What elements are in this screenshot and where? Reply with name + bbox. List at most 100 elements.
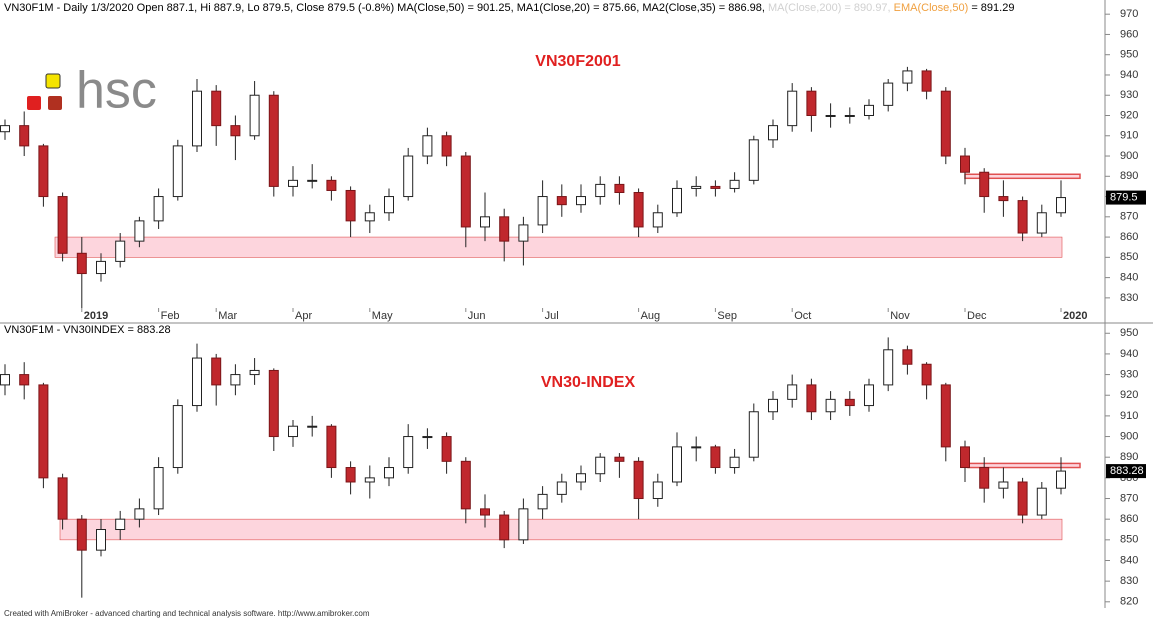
candle-body — [364, 477, 375, 483]
candle-body — [384, 467, 394, 479]
y-tick-label: 820 — [1120, 596, 1138, 608]
candle-body — [134, 220, 145, 242]
candle-body — [652, 481, 663, 500]
candle-body — [134, 508, 145, 520]
candle-body — [249, 94, 260, 137]
x-tick-label: Feb — [161, 310, 180, 322]
candle-body — [268, 94, 279, 187]
y-tick-label: 850 — [1120, 534, 1138, 546]
candle-body — [307, 179, 318, 182]
candle-body — [172, 405, 183, 469]
candle-body — [384, 196, 394, 214]
candle-body — [633, 192, 644, 228]
candle-body — [441, 135, 452, 157]
candle-body — [192, 90, 202, 147]
x-tick-label: May — [372, 310, 393, 322]
candle-body — [345, 467, 356, 483]
candle-body — [940, 90, 951, 157]
candle-body — [230, 374, 241, 386]
candle-body — [595, 183, 606, 198]
candle-body — [153, 196, 164, 222]
candle-body — [864, 384, 874, 407]
x-tick-label: Nov — [890, 310, 910, 322]
candle-body — [537, 196, 548, 226]
price-zone — [967, 462, 1081, 469]
candle-body — [787, 90, 798, 127]
candle-body — [249, 369, 260, 376]
candle-body — [787, 384, 798, 400]
candle-body — [288, 179, 298, 187]
candle-body — [576, 473, 586, 483]
candle-body — [998, 196, 1009, 202]
candle-body — [326, 179, 337, 191]
candle-body — [345, 189, 356, 222]
header: VN30F1M - Daily 1/3/2020 Open 887.1, Hi … — [4, 2, 1014, 14]
candle-body — [883, 349, 894, 386]
header-part: EMA(Close,50) — [894, 2, 972, 14]
candle-body — [19, 125, 30, 147]
candle-body — [691, 185, 702, 189]
candle-body — [268, 369, 279, 438]
candle-body — [172, 145, 183, 198]
y-tick-label: 960 — [1120, 28, 1138, 40]
x-tick-label: Jul — [545, 310, 559, 322]
candle-body — [0, 374, 10, 386]
candle-body — [96, 529, 106, 551]
candle-body — [979, 171, 990, 198]
header-part: = 891.29 — [971, 2, 1014, 14]
x-tick-label: 2019 — [84, 310, 108, 322]
header: VN30F1M - VN30INDEX = 883.28 — [4, 324, 171, 336]
y-tick-label: 860 — [1120, 513, 1138, 525]
candle-body — [518, 224, 529, 242]
candle-body — [979, 467, 990, 489]
candle-body — [902, 70, 913, 84]
candle-body — [38, 384, 49, 479]
x-tick-label: Oct — [794, 310, 811, 322]
y-tick-label: 910 — [1120, 410, 1138, 422]
y-tick-label: 860 — [1120, 231, 1138, 243]
candle-body — [57, 477, 68, 520]
chart-title: VN30F2001 — [535, 53, 620, 70]
candle-body — [403, 155, 414, 198]
candle-body — [230, 125, 241, 137]
last-value-box — [1106, 464, 1146, 479]
candle-body — [480, 216, 490, 228]
y-tick-label: 950 — [1120, 49, 1138, 61]
candle-body — [480, 508, 490, 516]
y-tick-label: 950 — [1120, 327, 1138, 339]
y-tick-label: 900 — [1120, 150, 1138, 162]
candle-body — [115, 240, 126, 262]
header-part: MA(Close,200) = 890.97, — [768, 2, 894, 14]
candle-body — [460, 155, 471, 228]
candle-body — [748, 139, 759, 181]
candle-body — [844, 398, 855, 407]
candle-body — [57, 196, 68, 254]
candle-body — [307, 425, 318, 428]
candle-body — [672, 446, 682, 483]
candle-body — [921, 363, 932, 386]
y-tick-label: 940 — [1120, 69, 1138, 81]
y-tick-label: 970 — [1120, 8, 1138, 20]
last-value-label: 879.5 — [1110, 191, 1138, 203]
y-tick-label: 930 — [1120, 89, 1138, 101]
candle-body — [748, 411, 759, 458]
x-tick-label: 2020 — [1063, 310, 1087, 322]
logo: hsc — [27, 62, 157, 120]
candle-body — [1056, 197, 1066, 214]
candle-body — [960, 446, 970, 469]
y-tick-label: 830 — [1120, 575, 1138, 587]
y-tick-label: 870 — [1120, 492, 1138, 504]
candle-body — [76, 252, 87, 275]
candle-body — [998, 481, 1009, 489]
price-zone — [54, 236, 1063, 258]
candle-body — [652, 212, 663, 228]
candle-body — [518, 508, 529, 541]
candle-body — [326, 425, 337, 469]
logo-text: hsc — [76, 62, 157, 120]
candle-body — [806, 90, 817, 117]
candle-body — [691, 446, 702, 449]
candle-body — [1056, 470, 1066, 489]
y-tick-label: 910 — [1120, 130, 1138, 142]
candle-body — [672, 187, 682, 214]
